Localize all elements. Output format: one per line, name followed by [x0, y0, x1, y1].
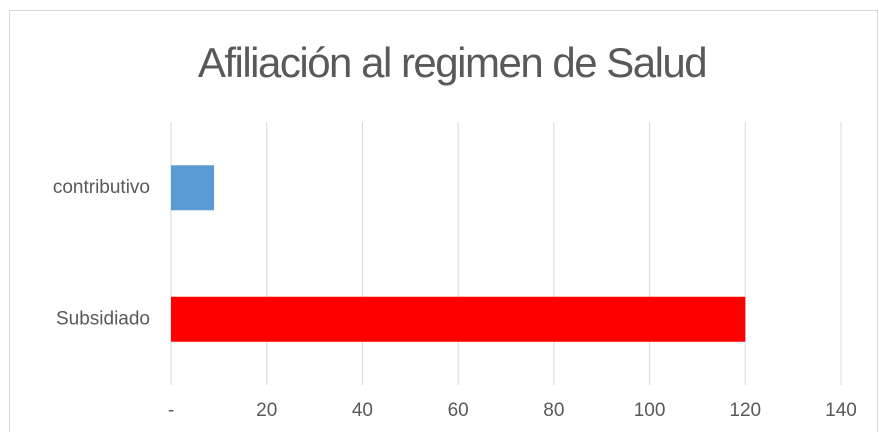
chart-frame — [9, 10, 878, 432]
x-tick-label: - — [168, 400, 174, 421]
x-tick-label: 60 — [448, 400, 469, 421]
x-tick-label: 80 — [543, 400, 564, 421]
bar — [171, 296, 746, 342]
y-tick-label: Subsidiado — [56, 308, 150, 329]
x-tick-label: 20 — [256, 400, 277, 421]
x-tick-label: 140 — [825, 400, 857, 421]
bar — [171, 165, 215, 211]
x-tick-label: 40 — [352, 400, 373, 421]
x-tick-label: 120 — [729, 400, 761, 421]
chart-title: Afiliación al regimen de Salud — [198, 39, 706, 86]
y-tick-label: contributivo — [53, 177, 150, 198]
x-tick-label: 100 — [634, 400, 666, 421]
